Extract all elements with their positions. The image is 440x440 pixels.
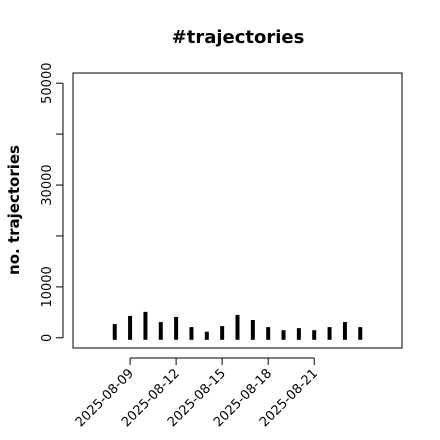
y-tick-label: 10000 (40, 266, 55, 307)
y-axis-label: no. trajectories (5, 145, 23, 275)
y-tick-label: 0 (40, 334, 55, 342)
y-tick-label: 50000 (40, 63, 55, 104)
y-tick-label: 30000 (40, 164, 55, 205)
chart-title: #trajectories (172, 27, 305, 48)
plot-box (72, 72, 403, 349)
